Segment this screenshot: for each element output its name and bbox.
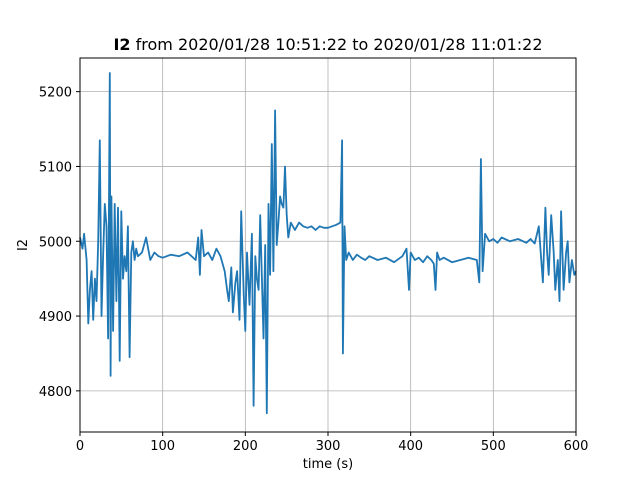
x-tick-label: 200: [233, 439, 258, 454]
y-axis-label: I2: [16, 239, 31, 251]
x-tick-label: 0: [76, 439, 84, 454]
y-tick-label: 5000: [39, 235, 72, 250]
y-tick-label: 5200: [39, 86, 72, 101]
x-tick-label: 100: [150, 439, 175, 454]
x-tick-label: 600: [564, 439, 589, 454]
chart-title: I2 from 2020/01/28 10:51:22 to 2020/01/2…: [113, 35, 542, 54]
x-tick-label: 400: [398, 439, 423, 454]
chart-title-rest: from 2020/01/28 10:51:22 to 2020/01/28 1…: [131, 35, 543, 54]
x-tick-label: 500: [481, 439, 506, 454]
series-line: [79, 72, 577, 415]
y-tick-label: 5100: [39, 160, 72, 175]
y-tick-label: 4900: [39, 310, 72, 325]
x-tick-label: 300: [316, 439, 341, 454]
x-axis-label: time (s): [303, 457, 353, 472]
chart-title-bold: I2: [113, 35, 130, 54]
ticks: 0 100 200 300 400 500 600 4800 4900 5000 5100 5200: [39, 86, 589, 454]
plot-area: [79, 72, 577, 415]
grid: [79, 58, 577, 432]
y-tick-label: 4800: [39, 385, 72, 400]
